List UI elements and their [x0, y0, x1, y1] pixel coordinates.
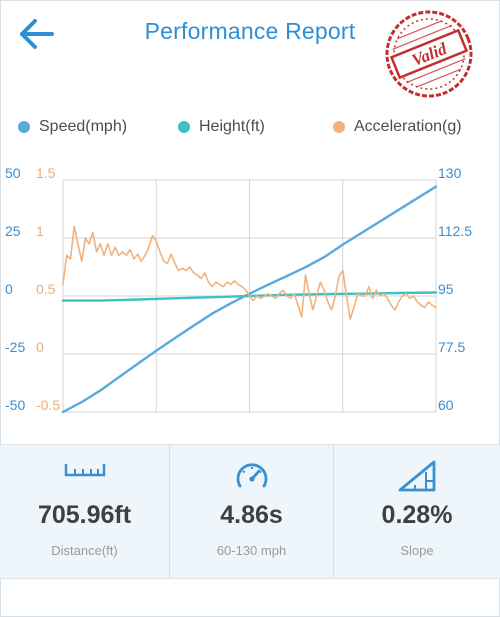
height-tick-label: 0	[5, 281, 13, 297]
height-tick-label: 25	[5, 223, 21, 239]
speed-tick-label: 112.5	[438, 223, 472, 239]
chart-legend: Speed(mph) Height(ft) Acceleration(g)	[0, 118, 500, 144]
stats-panel: 705.96ft Distance(ft) 4.86s 60-130 mph 0…	[0, 444, 500, 579]
slope-label: Slope	[400, 543, 434, 558]
page-title: Performance Report	[144, 18, 356, 44]
legend-item-speed[interactable]: Speed(mph)	[18, 118, 127, 136]
acceleration-tick-label: 1.5	[36, 165, 56, 181]
ruler-icon	[64, 464, 105, 477]
height-tick-label: 50	[5, 165, 21, 181]
chart-grid	[62, 179, 437, 413]
back-arrow-icon	[20, 19, 54, 49]
back-button[interactable]	[14, 14, 58, 54]
time-label: 60-130 mph	[216, 543, 287, 558]
stat-distance: 705.96ft Distance(ft)	[0, 445, 169, 578]
speed-legend-dot	[18, 121, 30, 133]
legend-item-acceleration[interactable]: Acceleration(g)	[333, 118, 462, 136]
speed-tick-label: 77.5	[438, 339, 465, 355]
speed-tick-label: 95	[438, 281, 454, 297]
acceleration-tick-label: -0.5	[36, 397, 60, 413]
speedometer-icon	[236, 463, 267, 488]
chart-lines	[61, 185, 438, 414]
speed-line	[61, 185, 438, 414]
distance-value: 705.96ft	[37, 501, 132, 529]
height-legend-dot	[178, 121, 190, 133]
acceleration-tick-label: 0	[36, 339, 44, 355]
slope-value: 0.28%	[381, 501, 453, 529]
slope-icon	[398, 460, 436, 492]
legend-item-height[interactable]: Height(ft)	[178, 118, 265, 136]
height-tick-label: -50	[5, 397, 25, 413]
acceleration-tick-label: 1	[36, 223, 44, 239]
legend-label-speed: Speed(mph)	[39, 118, 128, 135]
header: Performance Report Valid	[0, 0, 500, 98]
stat-slope: 0.28% Slope	[334, 445, 500, 578]
speed-tick-label: 130	[438, 165, 462, 181]
stat-divider	[333, 445, 334, 578]
distance-label: Distance(ft)	[51, 543, 118, 558]
valid-stamp: Valid	[385, 10, 473, 98]
legend-label-acceleration: Acceleration(g)	[354, 118, 462, 135]
stat-divider	[169, 445, 170, 578]
acceleration-line	[62, 225, 437, 320]
speed-tick-label: 60	[438, 397, 454, 413]
chart-ticks: 50 25 0 -25 -50 1.5 1 0.5 0 -0.5 130 112.5 95 77.5 60	[5, 165, 472, 413]
acceleration-tick-label: 0.5	[36, 281, 56, 297]
time-value: 4.86s	[220, 501, 283, 529]
height-tick-label: -25	[5, 339, 25, 355]
performance-chart: 50 25 0 -25 -50 1.5 1 0.5 0 -0.5 130 112.5 95 77.5 60	[5, 165, 472, 414]
acceleration-legend-dot	[333, 121, 345, 133]
stat-time: 4.86s 60-130 mph	[170, 445, 333, 578]
legend-label-height: Height(ft)	[199, 118, 265, 135]
